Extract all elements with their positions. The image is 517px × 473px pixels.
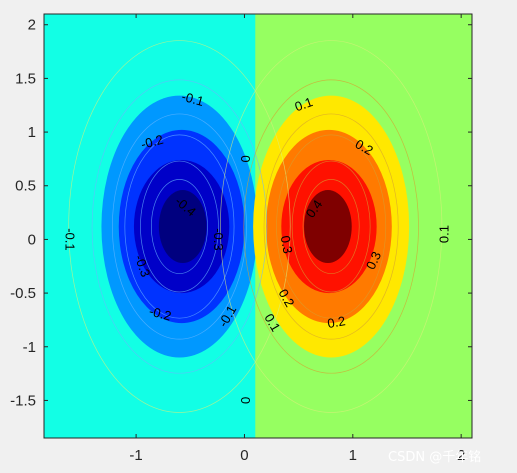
contour-label: 0 xyxy=(238,397,253,404)
y-tick-label: 0 xyxy=(28,231,36,248)
negative-contour-line-3 xyxy=(124,134,235,319)
negative-contour-line-5 xyxy=(151,179,208,275)
y-tick-label: -0.5 xyxy=(10,285,36,302)
y-tick-label: -1.5 xyxy=(10,392,36,409)
negative-contour-line-1 xyxy=(91,79,268,374)
y-tick-label: 1 xyxy=(28,124,36,141)
contour-label: 0 xyxy=(238,155,253,162)
y-tick-label: 2 xyxy=(28,17,36,34)
contour-fills xyxy=(101,14,472,438)
contour-label: -0.1 xyxy=(180,89,206,109)
positive-contour-line-4 xyxy=(291,160,371,293)
x-tick-label: 2 xyxy=(457,447,465,464)
watermark-text: CSDN @千年铭 xyxy=(388,450,481,465)
x-tick-label: 0 xyxy=(240,447,248,464)
positive-contour-line-0 xyxy=(220,40,443,413)
contour-label: -0.3 xyxy=(211,228,226,250)
y-tick-label: -1 xyxy=(23,339,36,356)
contour-label: 0.1 xyxy=(293,94,315,114)
contour-label: -0.3 xyxy=(132,253,154,279)
y-tick-label: 0.5 xyxy=(15,178,36,195)
positive-lobe-band-3 xyxy=(304,190,352,264)
x-tick-label: -1 xyxy=(129,447,142,464)
contour-label: 0.1 xyxy=(436,225,451,243)
contour-label: -0.1 xyxy=(62,228,77,250)
positive-contour-line-3 xyxy=(276,134,387,319)
positive-contour-line-1 xyxy=(243,79,419,374)
negative-contour-line-2 xyxy=(111,113,247,340)
positive-contour-line-2 xyxy=(263,113,399,340)
axes-frame xyxy=(43,13,473,439)
y-axis-ticks: 2 1.5 1 0.5 0 -0.5 -1 -1.5 xyxy=(10,17,472,409)
contour-label: 0.2 xyxy=(326,313,346,331)
y-tick-label: 1.5 xyxy=(15,70,36,87)
x-tick-label: 1 xyxy=(349,447,357,464)
x-axis-ticks: -1 0 1 2 xyxy=(129,14,465,464)
negative-contour-line-0 xyxy=(68,40,291,413)
contour-lines xyxy=(68,40,443,413)
positive-contour-line-5 xyxy=(302,179,360,275)
contour-label: -0.2 xyxy=(147,303,173,323)
contour-label: 0.3 xyxy=(278,234,296,254)
contour-label: -0.2 xyxy=(139,132,165,152)
negative-lobe-band-4 xyxy=(158,190,207,264)
negative-contour-line-4 xyxy=(140,160,219,293)
contour-label: 0.3 xyxy=(363,249,384,272)
